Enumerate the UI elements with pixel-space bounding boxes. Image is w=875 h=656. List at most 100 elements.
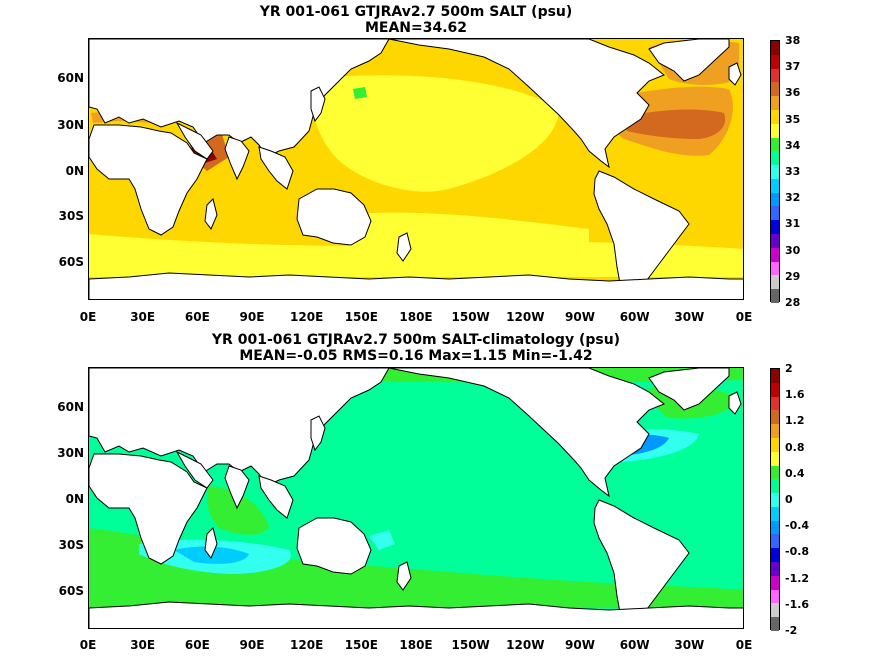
map1-colorbar-cell [771,289,779,304]
map1-svg [89,39,743,299]
map1-land-africa [89,124,208,236]
map1-colorbar-cell [771,82,779,97]
map1-colorbar-label: 36 [785,86,801,100]
map2-colorbar-cell [771,603,779,618]
map1-colorbar-cell [771,151,779,166]
map1-colorbar-label: 34 [785,138,801,152]
map1-lon-label: 0E [735,310,753,324]
map1-land-americas_north [388,39,665,169]
map1-colorbar-label: 29 [785,269,801,283]
map2-colorbar-label: 1.6 [785,388,805,402]
map1-lon-label: 90E [239,310,265,324]
map2-colorbar-label: -1.2 [785,571,810,585]
map2-lon-label: 90E [239,638,265,652]
map1-lon-label: 60E [184,310,210,324]
map1-land-arabia [175,121,214,160]
map2-lat-30n: 30N [57,446,84,460]
map1-colorbar-cell [771,109,779,125]
map1-field-north-pacific-high [309,75,559,192]
map2-colorbar-cell [771,369,779,384]
map2-lat-60n: 60N [57,400,84,414]
map2-title: YR 001-061 GTJRAv2.7 500m SALT-climatolo… [211,332,621,348]
map1-lat-30n: 30N [57,118,84,132]
map2-colorbar-cell [771,548,779,563]
map2-land-seasia [258,475,294,519]
map1-colorbar-cell [771,96,779,111]
map2-lon-label: 0E [735,638,753,652]
map2-colorbar-cell [771,575,779,591]
map2-colorbar-label: -2 [785,624,798,637]
map2-colorbar-label: 0.8 [785,440,805,454]
map1-lat-60s: 60S [58,255,84,269]
map1-colorbar-cell [771,54,779,70]
map1-land-antarctica [89,272,743,299]
map2-colorbar-cell [771,382,779,398]
map1-colorbar-cell [771,41,779,56]
map1-colorbar-label: 37 [785,60,801,74]
map2-land-antarctica [89,601,743,628]
map1-land-india [224,136,250,181]
map2-lon-label: 30W [674,638,705,652]
map2-colorbar-cell [771,424,779,439]
map2-colorbar-cell [771,437,779,453]
map2-lat-30s: 30S [58,538,84,552]
map1-colorbar [770,40,780,304]
map2-colorbar-cell [771,465,779,480]
map1-field-southern-ocean-band [89,234,743,277]
map2-colorbar-label: 0 [785,493,793,506]
map1-lon-label: 30W [674,310,705,324]
map2-land-greenland [648,368,730,411]
map1-lon-label: 90W [565,310,595,324]
map2-colorbar-cell [771,506,779,522]
map2-colorbar-label: -1.6 [785,597,810,611]
map2-colorbar-cell [771,534,779,549]
map2-lat-0n: 0N [65,492,84,506]
map1-lat-30s: 30S [58,209,84,223]
map2-lon-label: 0E [79,638,97,652]
map1-colorbar-cell [771,123,779,139]
map1-field-atlantic-core [624,109,726,139]
map2-land-newzealand [396,561,412,591]
map1-subtitle: MEAN=34.62 [364,20,468,36]
map2-lon-label: 120W [506,638,545,652]
map2-colorbar-label: 0.4 [785,466,805,480]
map2-lon-label: 90W [565,638,595,652]
map1-colorbar-label: 35 [785,112,801,126]
map2-colorbar-cell [771,617,779,632]
map1-land-eurasia [89,39,390,158]
map2-lon-label: 150W [451,638,490,652]
map2-colorbar-label: 1.2 [785,414,805,428]
map1-lon-label: 150E [344,310,378,324]
map1-lat-0n: 0N [65,164,84,178]
map1-colorbar-label: 28 [785,296,801,309]
map2-lat-60s: 60S [58,584,84,598]
map2-field-southern-green-1 [89,528,743,608]
map1-colorbar-label: 38 [785,34,801,47]
map1-field-10 [353,87,367,99]
map1-lat-60n: 60N [57,71,84,85]
map2-field-indian-green [207,486,269,535]
map2-land-eurasia [89,368,390,487]
map2-colorbar-label: -0.4 [785,519,810,533]
map1-lon-label: 180E [399,310,433,324]
map1-colorbar-label: 31 [785,217,801,231]
map2-lon-label: 60E [184,638,210,652]
map2-lon-label: 150E [344,638,378,652]
map1-colorbar-cell [771,178,779,194]
map2-land-americas_north [388,368,665,498]
map2-lon-label: 60W [619,638,650,652]
map1-lon-label: 150W [451,310,490,324]
map1-land-newzealand [396,232,412,262]
map1-land-greatbritain [728,62,742,86]
map1-title: YR 001-061 GTJRAv2.7 500m SALT (psu) [259,4,573,20]
map2-lon-label: 30E [130,638,156,652]
map1-colorbar-cell [771,261,779,276]
map1-lon-label: 120W [506,310,545,324]
map1-lon-label: 30E [130,310,156,324]
map2-land-greatbritain [728,391,742,415]
map2-colorbar-cell [771,562,779,577]
map1-land-australia [296,188,372,246]
map1-colorbar-cell [771,206,779,221]
map2-colorbar-cell [771,493,779,508]
map2-land-arabia [175,450,214,489]
